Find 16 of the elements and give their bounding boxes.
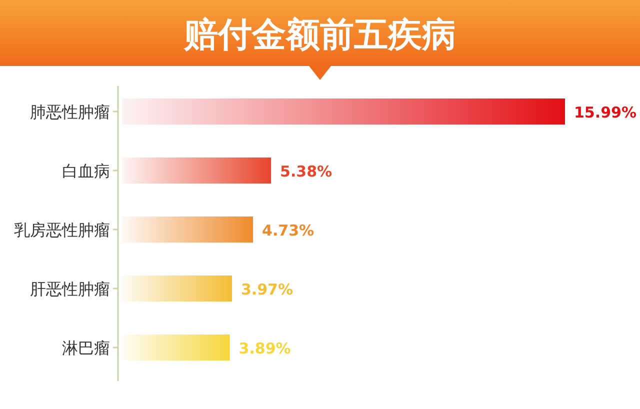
bar xyxy=(122,158,272,184)
y-tick-label: 乳房恶性肿瘤 xyxy=(14,220,110,240)
bar xyxy=(122,276,232,302)
y-tick-label: 肺恶性肿瘤 xyxy=(30,102,110,122)
y-tick-label: 白血病 xyxy=(62,162,110,180)
bar xyxy=(122,334,230,360)
chart-title: 赔付金额前五疾病 xyxy=(183,15,456,55)
data-label: 5.38% xyxy=(280,162,332,180)
data-label: 3.97% xyxy=(240,280,294,298)
bar xyxy=(122,98,565,124)
data-label: 3.89% xyxy=(238,340,291,358)
y-tick-label: 肝恶性肿瘤 xyxy=(30,280,110,298)
data-label: 15.99% xyxy=(574,104,636,122)
bar xyxy=(122,216,254,242)
y-tick-label: 淋巴瘤 xyxy=(62,338,110,358)
data-label: 4.73% xyxy=(262,222,314,240)
